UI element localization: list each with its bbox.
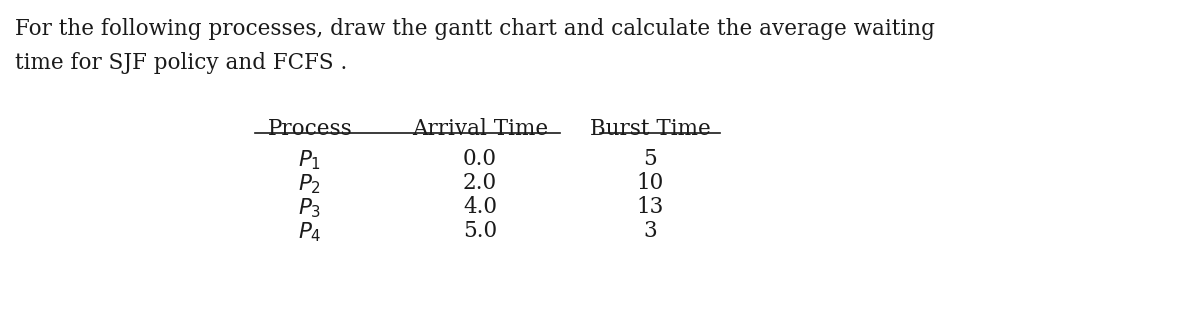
- Text: $P_1$: $P_1$: [299, 148, 322, 172]
- Text: 0.0: 0.0: [463, 148, 497, 170]
- Text: $P_4$: $P_4$: [299, 220, 322, 244]
- Text: Arrival Time: Arrival Time: [412, 118, 548, 140]
- Text: Burst Time: Burst Time: [589, 118, 710, 140]
- Text: For the following processes, draw the gantt chart and calculate the average wait: For the following processes, draw the ga…: [14, 18, 935, 40]
- Text: $P_2$: $P_2$: [299, 172, 322, 196]
- Text: $P_3$: $P_3$: [299, 196, 322, 220]
- Text: 10: 10: [636, 172, 664, 194]
- Text: 5.0: 5.0: [463, 220, 497, 242]
- Text: 3: 3: [643, 220, 656, 242]
- Text: 13: 13: [636, 196, 664, 218]
- Text: 2.0: 2.0: [463, 172, 497, 194]
- Text: 4.0: 4.0: [463, 196, 497, 218]
- Text: 5: 5: [643, 148, 656, 170]
- Text: time for SJF policy and FCFS .: time for SJF policy and FCFS .: [14, 52, 347, 74]
- Text: Process: Process: [268, 118, 353, 140]
